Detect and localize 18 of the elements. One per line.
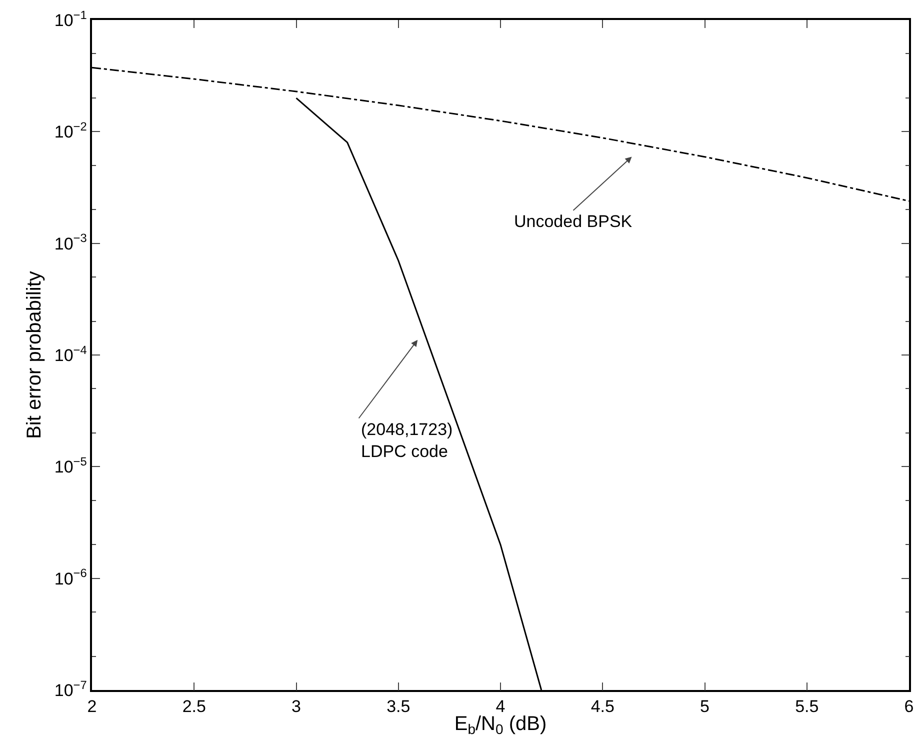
annotation: (2048,1723) LDPC code: [361, 420, 453, 462]
y-axis-title: Bit error probability: [23, 271, 46, 439]
y-tick-label: 10$^{−7}$: [54, 678, 88, 700]
x-tick-label: 4.5: [590, 697, 614, 716]
y-tick-label: 10$^{−2}$: [54, 119, 88, 142]
x-tick-label: 5: [700, 697, 710, 716]
x-tick-label: 6: [904, 697, 914, 716]
y-tick-label: 10$^{−1}$: [54, 8, 88, 30]
y-tick-label: 10$^{−6}$: [54, 566, 88, 588]
y-tick-label: 10$^{−3}$: [54, 231, 88, 254]
y-tick-label: 10$^{−4}$: [54, 342, 88, 365]
x-tick-label: 3.5: [386, 697, 410, 716]
x-tick-label: 2: [87, 697, 97, 716]
annotation: Uncoded BPSK: [514, 212, 633, 231]
x-tick-label: 3: [292, 697, 301, 716]
y-tick-label: 10$^{−5}$: [54, 454, 88, 477]
x-tick-label: 5.5: [795, 697, 819, 716]
x-tick-label: 2.5: [182, 697, 206, 716]
